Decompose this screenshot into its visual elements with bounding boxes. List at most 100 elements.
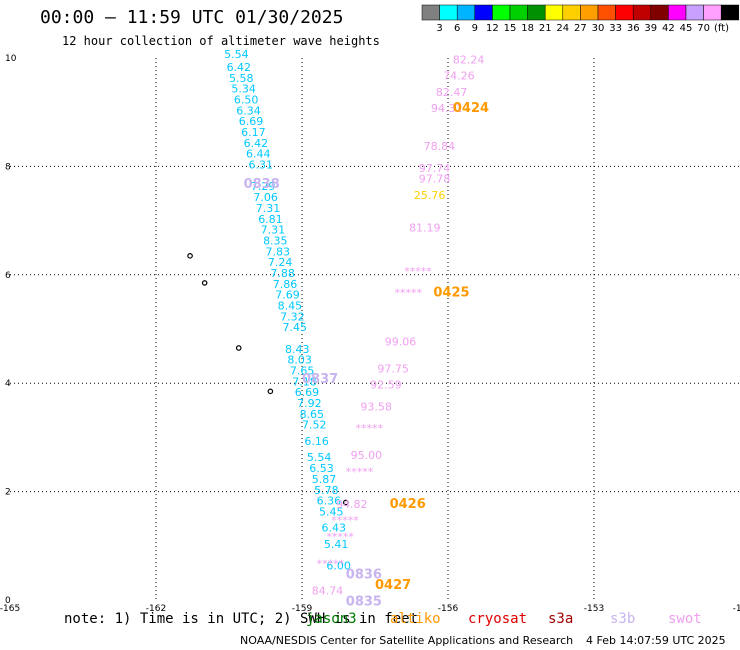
wave-height-label: 93.58 [360,400,392,413]
wave-height-plot: -165-162-159-156-153-1502468105.546.425.… [0,48,740,612]
wave-height-label: 7.69 [275,289,300,302]
wave-height-label: 95.00 [351,449,383,462]
color-scale-label: 9 [472,23,478,34]
pass-time-label: 0425 [433,285,469,300]
footer-note: note: 1) Time is in UTC; 2) SWH is in fe… [64,611,419,627]
y-tick-label: 6 [5,271,11,281]
wave-height-label: ***** [331,514,359,527]
wave-height-label: 6.69 [239,115,264,128]
x-tick-label: -159 [292,604,313,612]
wave-height-label: 7.06 [253,191,277,204]
page-subtitle: 12 hour collection of altimeter wave hei… [62,34,380,48]
color-scale-label: 6 [454,23,460,34]
wave-height-label: 5.34 [231,83,256,96]
color-scale-label: 27 [574,23,587,34]
satellite-legend-item: s3a [548,611,574,627]
x-tick-label: -15 [733,604,740,612]
color-scale-label: 21 [539,23,552,34]
satellite-legend-item: s3b [610,611,636,627]
wave-height-label: 7.45 [283,321,308,334]
color-scale-label: 36 [627,23,640,34]
wave-height-label: 25.76 [414,189,446,202]
wave-height-label: 94.82 [336,498,368,511]
color-scale-label: 3 [436,23,442,34]
wave-height-label: ***** [404,265,432,278]
satellite-legend-item: jason3 [306,611,357,627]
island-outline [342,499,349,506]
pass-time-label: 0837 [302,372,338,387]
wave-height-label: 97.74 [419,162,451,175]
wave-height-label: ***** [394,286,422,299]
color-scale-label: 33 [609,23,622,34]
wave-height-label: ***** [346,465,374,478]
wave-height-label: 8.03 [287,354,312,367]
color-scale-legend: 3 6 9 12 15 18 21 24 27 30 33 36 39 42 45 70 (ft) [421,4,740,34]
wave-height-label: 6.43 [321,522,346,535]
wave-height-label: 5.54 [224,48,249,61]
wave-height-label: 97.75 [377,362,409,375]
wave-height-label: 7.88 [270,267,295,280]
wave-height-label: 6.44 [246,148,270,161]
pass-time-label: 0427 [375,578,411,593]
satellite-legend-item: altiko [390,611,441,627]
color-scale-label: 18 [521,23,534,34]
y-tick-label: 4 [5,379,11,389]
wave-height-label: ***** [356,422,384,435]
color-scale-label: 42 [662,23,675,34]
wave-height-label: 8.35 [263,234,288,247]
color-scale-label: 70 [697,23,710,34]
pass-time-label: 0424 [453,101,489,116]
x-tick-label: -162 [146,604,166,612]
island-outline [267,388,274,395]
wave-height-label: 7.29 [251,180,276,193]
y-tick-label: 10 [5,54,17,64]
wave-height-label: 82.24 [453,53,485,66]
credit-line: NOAA/NESDIS Center for Satellite Applica… [240,634,574,647]
wave-height-label: 7.32 [280,310,305,323]
wave-height-label: 6.81 [258,213,283,226]
x-tick-label: -156 [438,604,459,612]
island-outline [187,253,193,259]
wave-height-label: 6.50 [234,94,259,107]
wave-height-label: 5.41 [324,538,349,551]
wave-height-label: 8.65 [300,408,325,421]
color-scale-unit: (ft) [714,23,729,34]
x-tick-label: -165 [0,604,20,612]
pass-time-label: 0426 [390,497,426,512]
pass-time-label: 0835 [346,594,382,609]
wave-height-label: 6.00 [326,560,351,573]
wave-height-label: 7.65 [290,365,315,378]
wave-height-label: 7.86 [273,278,298,291]
wave-height-label: 6.53 [309,462,334,475]
wave-height-label: 74.26 [443,70,475,83]
pass-time-label: 0836 [346,567,382,582]
wave-height-label: 6.42 [244,137,269,150]
wave-height-label: 7.31 [261,224,286,237]
page-title: 00:00 – 11:59 UTC 01/30/2025 [40,7,344,28]
color-scale-swatch [720,4,740,21]
wave-height-label: 6.36 [317,495,342,508]
wave-height-label: 6.17 [241,126,266,139]
island-outline [235,345,242,351]
color-scale-label: 24 [556,23,569,34]
wave-height-label: 5.78 [314,484,339,497]
wave-height-label: 6.16 [304,435,329,448]
wave-height-label: 99.06 [385,335,417,348]
pass-time-label: 0838 [244,177,280,192]
color-scale-label: 15 [504,23,517,34]
satellite-legend: jason3 altiko cryosat s3a s3b swot [0,611,740,631]
wave-height-label: ***** [317,557,345,570]
wave-height-label: 6.31 [248,159,273,172]
wave-height-label: 78.84 [424,140,456,153]
wave-height-label: 5.54 [307,451,332,464]
wave-height-label: 7.24 [268,256,293,269]
wave-height-label: 5.45 [319,505,344,518]
wave-height-label: 84.74 [312,585,344,598]
color-scale-label: 12 [486,23,499,34]
wave-height-label: 7.83 [266,245,291,258]
wave-height-label: 7.92 [297,397,322,410]
wave-height-label: 6.42 [227,61,252,74]
wave-height-label: 82.47 [436,86,468,99]
wave-height-label: 8.43 [285,343,310,356]
color-scale-label: 45 [680,23,693,34]
